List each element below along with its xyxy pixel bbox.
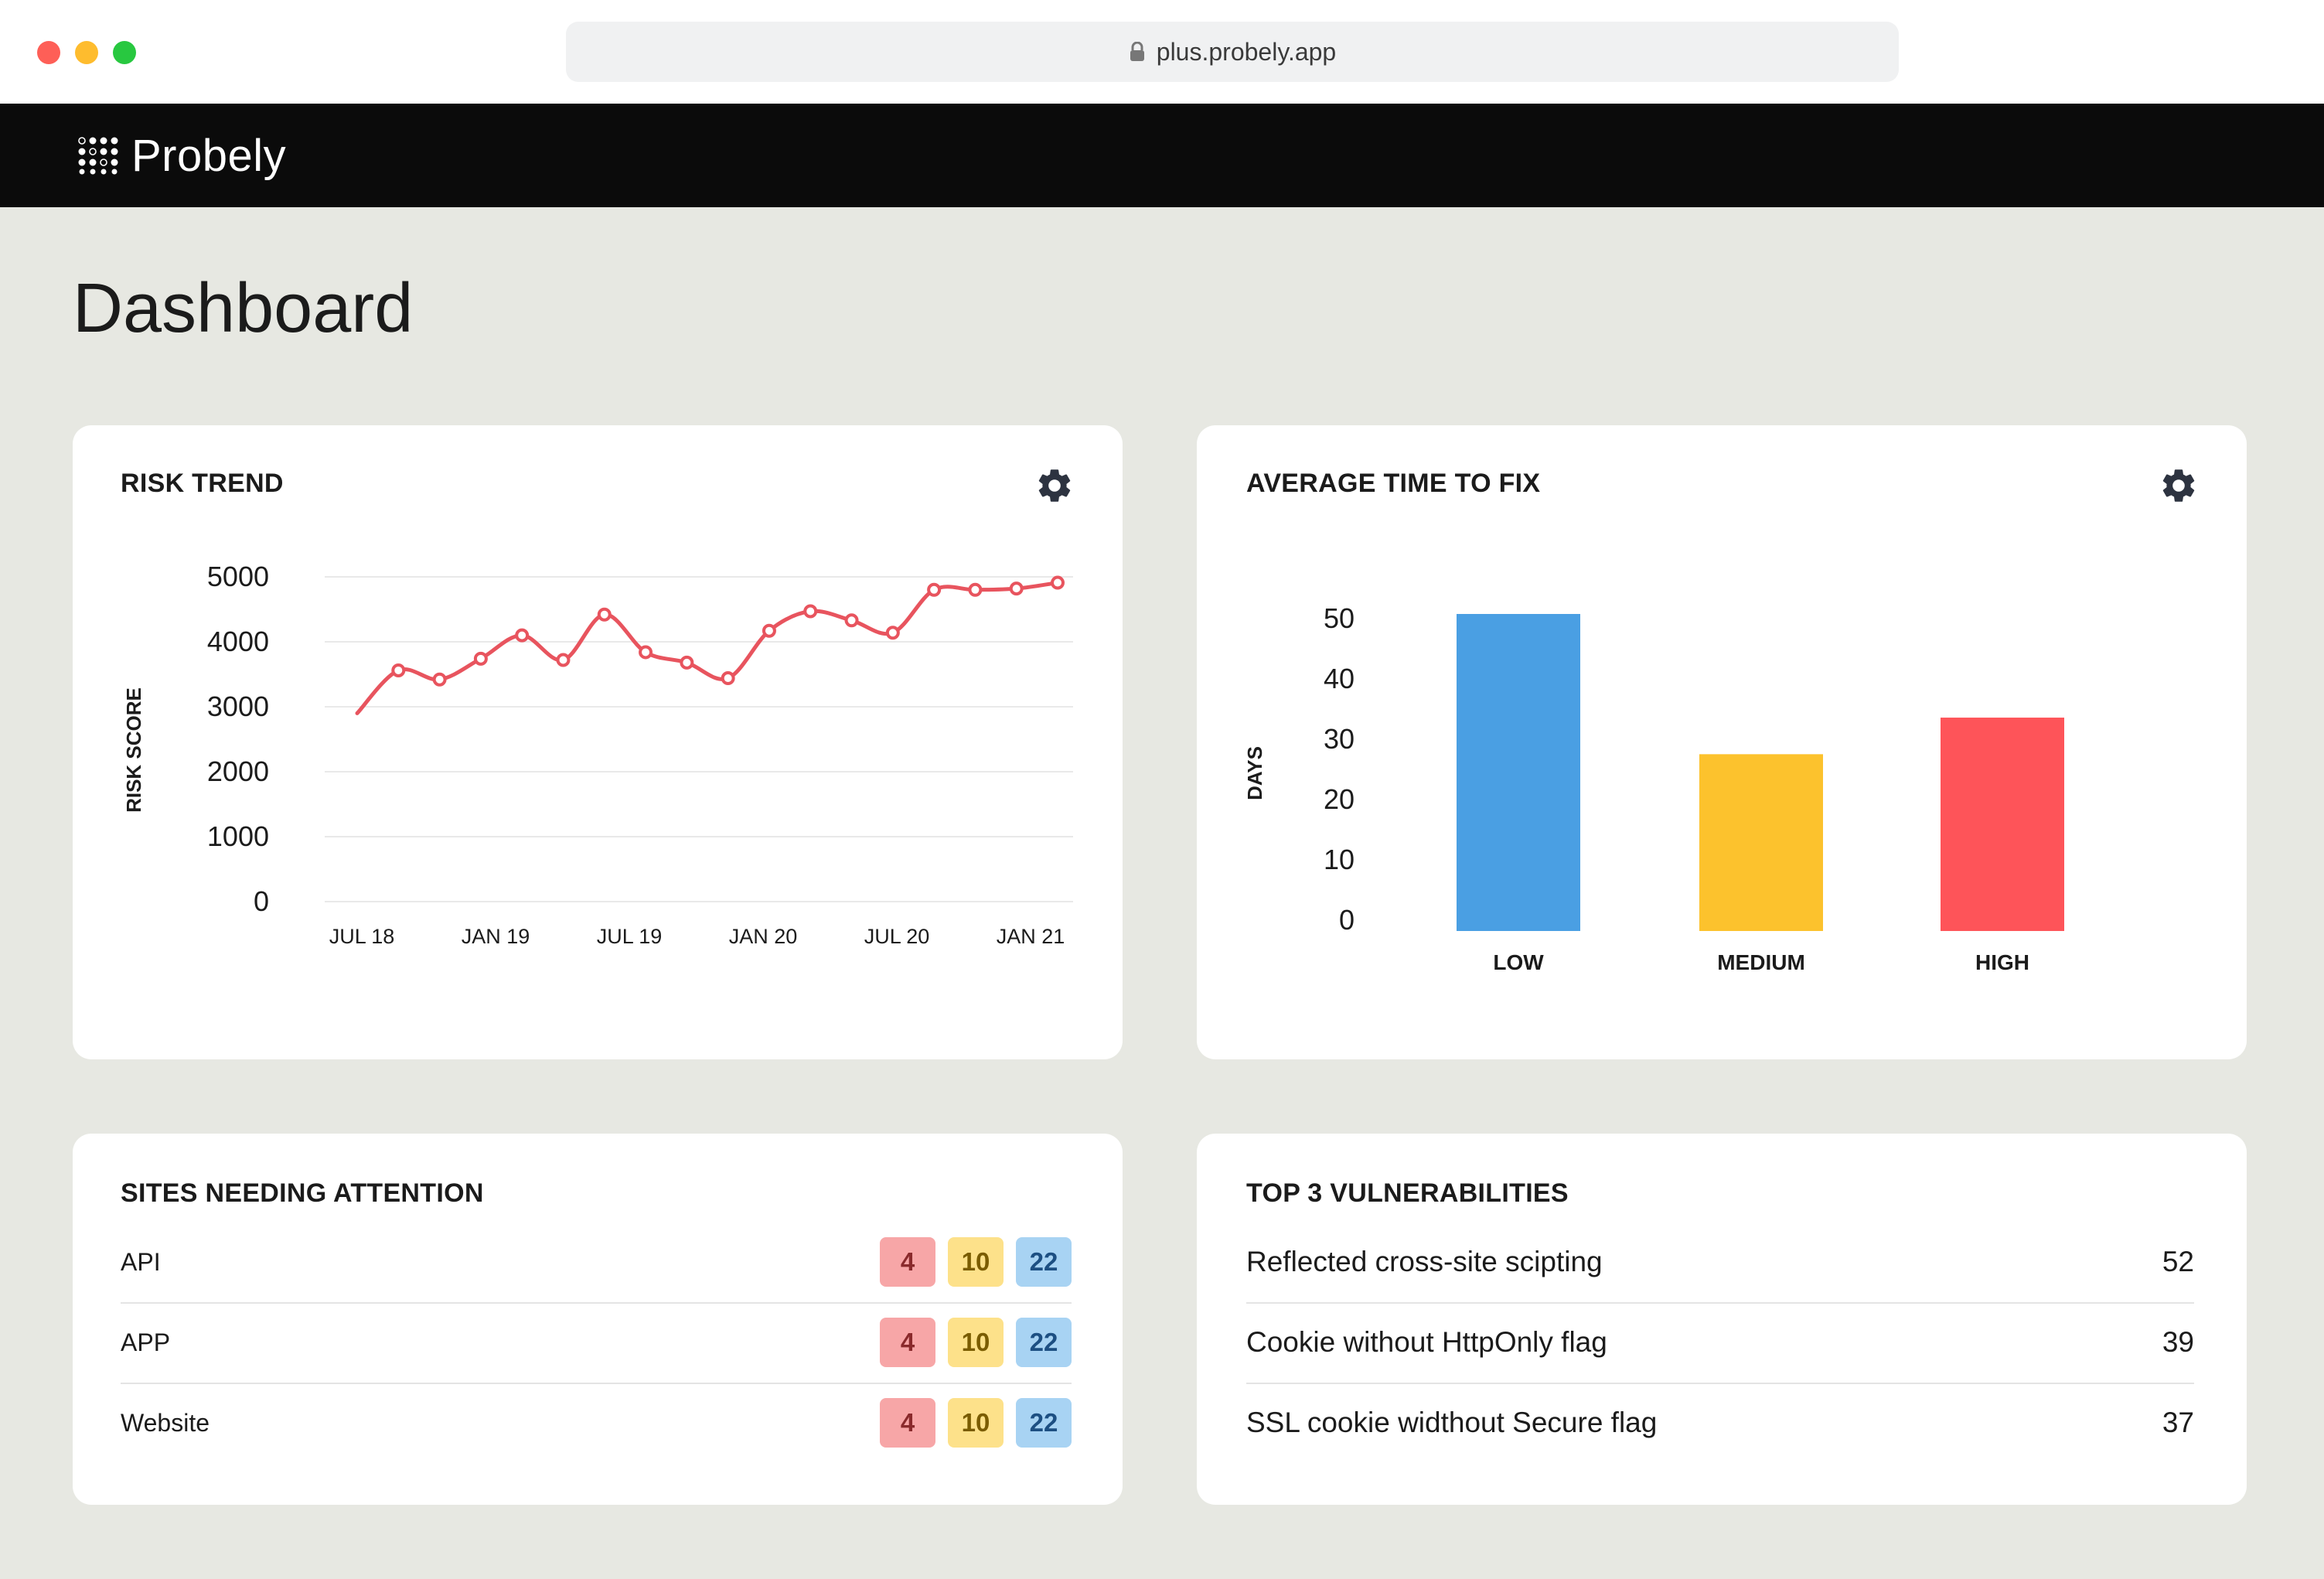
page-title: Dashboard: [73, 270, 414, 347]
risk-trend-y-tick-label: 1000: [207, 820, 269, 852]
avg-time-to-fix-title: AVERAGE TIME TO FIX: [1246, 469, 1541, 498]
vulnerability-name: Reflected cross-site scipting: [1246, 1246, 1603, 1277]
vulnerability-row[interactable]: Reflected cross-site scipting 52: [1246, 1222, 2194, 1304]
medium-severity-count-badge[interactable]: 10: [948, 1237, 1004, 1287]
vulnerability-count: 39: [2162, 1326, 2194, 1358]
site-row[interactable]: Website 4 10 22: [121, 1383, 1072, 1463]
high-severity-count-badge[interactable]: 4: [880, 1398, 935, 1448]
risk-trend-data-point[interactable]: [680, 655, 694, 670]
avg-time-to-fix-x-tick-label: LOW: [1493, 950, 1544, 974]
avg-time-to-fix-card: AVERAGE TIME TO FIX DAYS 50 40 30 20 10 0 LOW…: [1197, 425, 2247, 1059]
risk-trend-data-point[interactable]: [803, 604, 818, 619]
risk-trend-data-point[interactable]: [639, 645, 653, 660]
avg-time-to-fix-settings-gear-icon[interactable]: [2159, 466, 2199, 506]
brand-name: Probely: [131, 130, 287, 181]
risk-trend-title: RISK TREND: [121, 469, 284, 498]
avg-time-to-fix-y-tick-label: 20: [1324, 783, 1355, 815]
risk-trend-card: RISK TREND RISK SCORE 5000 4000 3000 2000 10…: [73, 425, 1123, 1059]
risk-trend-x-tick-label: JAN 19: [462, 925, 530, 948]
brand-logo[interactable]: Probely: [77, 130, 286, 181]
risk-trend-data-point[interactable]: [968, 582, 983, 597]
close-window-button[interactable]: [37, 41, 60, 64]
risk-trend-x-tick-label: JAN 20: [729, 925, 798, 948]
sites-needing-attention-card: SITES NEEDING ATTENTION API 4 10 22 APP …: [73, 1134, 1123, 1505]
high-severity-count-badge[interactable]: 4: [880, 1318, 935, 1367]
risk-trend-y-tick-label: 3000: [207, 691, 269, 722]
avg-time-to-fix-y-tick-label: 10: [1324, 844, 1355, 875]
avg-time-to-fix-y-tick-label: 50: [1324, 602, 1355, 634]
risk-trend-data-point[interactable]: [515, 628, 530, 643]
risk-trend-chart: RISK SCORE 5000 4000 3000 2000 1000 0 JUL 18 J…: [122, 561, 1073, 948]
avg-time-to-fix-bar-low[interactable]: [1457, 614, 1580, 931]
site-row[interactable]: APP 4 10 22: [121, 1302, 1072, 1384]
vulnerability-name: SSL cookie widthout Secure flag: [1246, 1407, 1658, 1438]
risk-trend-data-point[interactable]: [391, 663, 406, 677]
risk-trend-settings-gear-icon[interactable]: [1034, 466, 1075, 506]
risk-trend-y-tick-label: 5000: [207, 561, 269, 592]
avg-time-to-fix-y-tick-label: 30: [1324, 723, 1355, 755]
address-url: plus.probely.app: [1156, 37, 1337, 66]
risk-trend-x-tick-label: JAN 21: [997, 925, 1065, 948]
browser-chrome: plus.probely.app: [0, 0, 2324, 104]
probely-logo-icon: [78, 137, 118, 175]
address-bar[interactable]: plus.probely.app: [566, 22, 1899, 82]
risk-trend-y-axis-label: RISK SCORE: [122, 687, 145, 813]
avg-time-to-fix-x-tick-label: MEDIUM: [1717, 950, 1805, 974]
risk-trend-data-point[interactable]: [597, 607, 612, 622]
maximize-window-button[interactable]: [113, 41, 136, 64]
site-name: Website: [121, 1408, 210, 1437]
risk-trend-x-tick-label: JUL 18: [329, 925, 395, 948]
risk-trend-data-point[interactable]: [885, 626, 900, 640]
risk-trend-data-point[interactable]: [844, 613, 859, 628]
low-severity-count-badge[interactable]: 22: [1016, 1318, 1072, 1367]
risk-trend-data-point[interactable]: [927, 582, 942, 597]
avg-time-to-fix-bar-high[interactable]: [1941, 718, 2064, 931]
lock-icon: [1130, 42, 1144, 61]
top-vulnerabilities-title: TOP 3 VULNERABILITIES: [1246, 1178, 1569, 1208]
risk-trend-y-tick-label: 4000: [207, 626, 269, 657]
site-name: API: [121, 1247, 161, 1276]
app-header: Probely: [0, 104, 2324, 207]
risk-trend-data-point[interactable]: [432, 672, 447, 687]
high-severity-count-badge[interactable]: 4: [880, 1237, 935, 1287]
risk-trend-data-point[interactable]: [556, 653, 571, 667]
avg-time-to-fix-bar-medium[interactable]: [1699, 754, 1823, 931]
site-row[interactable]: API 4 10 22: [121, 1222, 1072, 1304]
risk-trend-series-line: [355, 581, 1060, 715]
vulnerability-row[interactable]: Cookie without HttpOnly flag 39: [1246, 1302, 2194, 1384]
minimize-window-button[interactable]: [75, 41, 98, 64]
vulnerability-count: 37: [2162, 1407, 2194, 1438]
avg-time-to-fix-x-tick-label: HIGH: [1975, 950, 2029, 974]
low-severity-count-badge[interactable]: 22: [1016, 1237, 1072, 1287]
avg-time-to-fix-chart: DAYS 50 40 30 20 10 0 LOW MEDIUM HIGH: [1243, 602, 2064, 974]
vulnerability-row[interactable]: SSL cookie widthout Secure flag 37: [1246, 1383, 2194, 1463]
low-severity-count-badge[interactable]: 22: [1016, 1398, 1072, 1448]
risk-trend-data-point[interactable]: [762, 623, 776, 638]
risk-trend-x-tick-label: JUL 19: [597, 925, 663, 948]
avg-time-to-fix-y-tick-label: 40: [1324, 663, 1355, 694]
vulnerability-count: 52: [2162, 1246, 2194, 1277]
risk-trend-y-tick-label: 0: [254, 885, 269, 917]
vulnerability-name: Cookie without HttpOnly flag: [1246, 1326, 1607, 1358]
risk-trend-data-point[interactable]: [1051, 575, 1065, 590]
sites-needing-attention-title: SITES NEEDING ATTENTION: [121, 1178, 484, 1208]
medium-severity-count-badge[interactable]: 10: [948, 1318, 1004, 1367]
risk-trend-data-point[interactable]: [473, 651, 488, 666]
risk-trend-data-point[interactable]: [721, 671, 735, 686]
risk-trend-data-point[interactable]: [1009, 581, 1024, 596]
avg-time-to-fix-y-axis-label: DAYS: [1243, 746, 1266, 800]
risk-trend-x-tick-label: JUL 20: [864, 925, 930, 948]
risk-trend-y-tick-label: 2000: [207, 755, 269, 787]
top-vulnerabilities-card: TOP 3 VULNERABILITIES Reflected cross-si…: [1197, 1134, 2247, 1505]
avg-time-to-fix-y-tick-label: 0: [1339, 904, 1355, 936]
medium-severity-count-badge[interactable]: 10: [948, 1398, 1004, 1448]
site-name: APP: [121, 1328, 171, 1356]
